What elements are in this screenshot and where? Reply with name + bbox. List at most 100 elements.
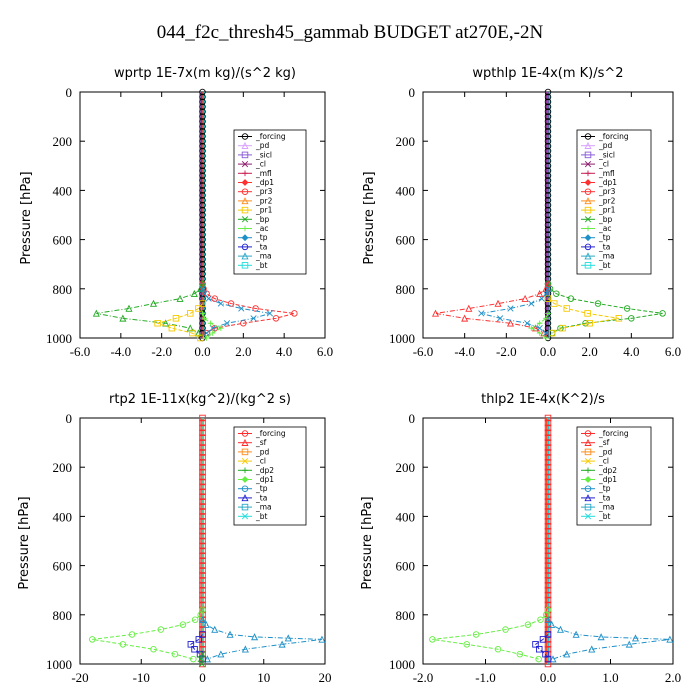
series-point-dp1 bbox=[272, 315, 280, 322]
legend-entry-pr2: _pr2 bbox=[598, 196, 616, 205]
series-point-forcing bbox=[544, 142, 552, 150]
series-point-forcing bbox=[544, 103, 552, 111]
legend-marker bbox=[585, 225, 591, 232]
series-point-forcing bbox=[199, 518, 206, 525]
series-point-tp bbox=[250, 315, 257, 322]
series-point-forcing bbox=[544, 236, 552, 243]
series-point-tp bbox=[666, 635, 674, 643]
legend-entry-dp2: _dp2 bbox=[598, 466, 617, 475]
series-point-ac bbox=[528, 325, 535, 331]
series-point-forcing bbox=[544, 493, 552, 500]
legend-marker bbox=[584, 141, 592, 149]
series-point-dp1 bbox=[88, 636, 96, 643]
series-point-forcing bbox=[199, 324, 206, 332]
legend-marker bbox=[241, 503, 249, 511]
series-point-pr1 bbox=[186, 310, 194, 317]
series-point-tp bbox=[241, 645, 249, 653]
series-point-forcing bbox=[544, 488, 552, 496]
series-point-forcing bbox=[544, 449, 552, 456]
x-tick-label: -20 bbox=[71, 670, 88, 685]
series-point-forcing bbox=[199, 157, 206, 165]
series-point-ta bbox=[191, 645, 198, 653]
series-point-tp bbox=[318, 635, 326, 643]
series-point-ac bbox=[536, 320, 543, 327]
series-point-pr1 bbox=[548, 329, 556, 337]
series-point-tp bbox=[266, 310, 273, 317]
series-point-forcing bbox=[544, 270, 552, 278]
y-tick-label: 600 bbox=[53, 559, 73, 574]
series-line-dp2 bbox=[200, 653, 203, 665]
panel-thlp2: thlp2 1E-4x(K^2)/s Pressure [hPa] -2.0 -1… bbox=[360, 392, 681, 685]
series-point-forcing bbox=[544, 547, 552, 555]
legend-entry-ma: _ma bbox=[255, 503, 272, 512]
y-tick-label: 800 bbox=[53, 608, 73, 623]
series-point-tp bbox=[284, 634, 292, 642]
series-point-bp bbox=[659, 310, 666, 317]
y-tick-label: 0 bbox=[66, 411, 73, 426]
legend-entry-bt: _bt bbox=[255, 261, 268, 270]
series-point-ta bbox=[199, 631, 206, 638]
series-point-forcing bbox=[544, 231, 552, 238]
legend-entry-pd: _pd bbox=[255, 141, 270, 150]
panel-title: rtp2 1E-11x(kg^2)/(kg^2 s) bbox=[109, 392, 291, 407]
legend-entry-dp2: _dp2 bbox=[255, 466, 274, 475]
series-point-forcing bbox=[544, 429, 552, 437]
legend-marker bbox=[584, 234, 592, 242]
series-point-tp bbox=[542, 329, 550, 337]
series-point-forcing bbox=[199, 128, 206, 135]
series-point-dp1 bbox=[157, 626, 165, 633]
series-point-forcing bbox=[544, 246, 552, 253]
series-point-ac bbox=[209, 330, 216, 336]
legend-entry-sf: _sf bbox=[598, 438, 610, 447]
series-point-forcing bbox=[544, 414, 552, 422]
series-point-forcing bbox=[199, 221, 206, 229]
series-point-tp bbox=[223, 320, 231, 327]
series-point-forcing bbox=[544, 196, 552, 204]
series-point-forcing bbox=[199, 256, 206, 263]
series-point-forcing bbox=[544, 133, 552, 140]
series-point-forcing bbox=[544, 241, 552, 248]
legend-marker bbox=[241, 151, 249, 159]
legend-marker bbox=[242, 170, 248, 177]
series-point-bp bbox=[196, 284, 204, 293]
series-point-dp1 bbox=[171, 650, 179, 658]
y-tick-label: 200 bbox=[53, 134, 73, 149]
series-point-forcing bbox=[544, 167, 552, 174]
series-point-tp bbox=[524, 320, 531, 327]
series-point-dp1 bbox=[502, 626, 509, 633]
series-point-pr1 bbox=[189, 329, 196, 337]
series-point-forcing bbox=[544, 300, 552, 307]
legend-entry-bt: _bt bbox=[255, 512, 268, 521]
series-point-tp bbox=[202, 620, 210, 628]
x-tick-label: 2.0 bbox=[582, 344, 598, 359]
series-point-tp bbox=[199, 285, 206, 292]
series-point-forcing bbox=[199, 182, 206, 189]
y-tick-label: 800 bbox=[396, 608, 416, 623]
series-point-forcing bbox=[199, 547, 206, 555]
series-point-bp bbox=[194, 329, 202, 337]
legend-marker bbox=[584, 206, 592, 214]
series-point-dp1 bbox=[191, 616, 199, 623]
series-point-bp bbox=[186, 324, 194, 332]
series-point-forcing bbox=[199, 582, 206, 589]
y-tick-label: 0 bbox=[409, 411, 416, 426]
legend-entry-dp1: _dp1 bbox=[598, 178, 617, 187]
y-axis-label: Pressure [hPa] bbox=[19, 171, 34, 264]
x-tick-label: -4.0 bbox=[454, 344, 475, 359]
x-tick-label: 0.0 bbox=[540, 344, 556, 359]
x-tick-label: -2.0 bbox=[496, 344, 517, 359]
y-tick-label: 200 bbox=[396, 134, 416, 149]
legend-entry-cl: _cl bbox=[598, 160, 609, 169]
y-tick-label: 600 bbox=[396, 233, 416, 248]
series-point-forcing bbox=[199, 147, 206, 155]
legend-marker bbox=[585, 467, 591, 474]
series-point-forcing bbox=[199, 414, 206, 422]
series-point-forcing bbox=[199, 527, 206, 535]
series-point-forcing bbox=[199, 319, 206, 327]
series-point-forcing bbox=[199, 621, 206, 628]
legend-entry-mfl: _mfl bbox=[598, 169, 615, 178]
series-point-ta bbox=[199, 655, 206, 663]
series-point-forcing bbox=[544, 319, 552, 327]
series-point-forcing bbox=[199, 444, 206, 451]
series-point-forcing bbox=[199, 270, 206, 278]
